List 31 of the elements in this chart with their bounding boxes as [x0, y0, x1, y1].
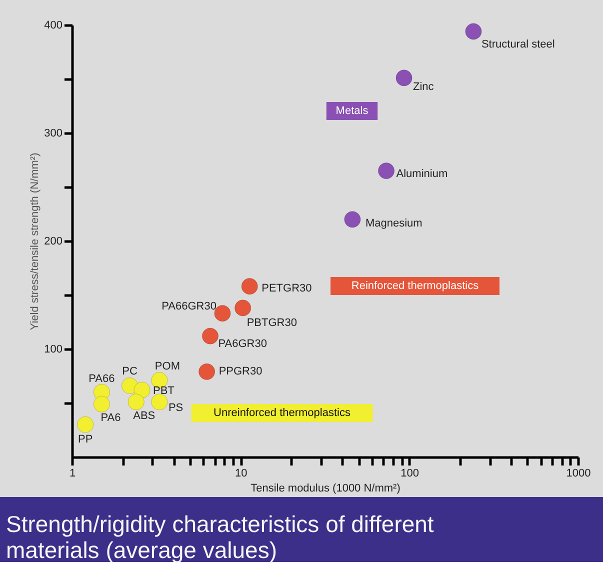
annotation: PP [78, 434, 93, 446]
annotation: Magnesium [365, 217, 422, 230]
annotation: Zinc [413, 80, 434, 93]
text: Metals [336, 105, 369, 117]
y-tick-label: 100 [44, 344, 62, 356]
annotation: PPGR30 [218, 366, 262, 378]
x-tick-label: 100 [400, 468, 420, 480]
text: Unreinforced thermoplastics [214, 407, 351, 419]
annotation: PA66 [88, 373, 115, 386]
annotation: PA6 [100, 412, 121, 424]
y-tick-label: 200 [44, 236, 62, 248]
x-tick-label: 1000 [566, 468, 591, 480]
annotation: PA6GR30 [218, 338, 267, 350]
annotation: PS [168, 402, 184, 414]
y-tick-label: 300 [44, 128, 62, 140]
annotation: PC [122, 366, 138, 378]
x-axis-title: Tensile modulus (1000 N/mm²) [250, 482, 400, 494]
annotation: PBTGR30 [246, 316, 297, 329]
text: Strength/rigidity characteristics of different materials (average values) [0, 497, 603, 563]
annotation: POM [154, 360, 180, 372]
annotation: PA66GR30 [162, 300, 216, 312]
annotation: PETGR30 [262, 282, 312, 294]
y-tick-label: 400 [44, 20, 62, 32]
annotation: PBT [152, 385, 175, 398]
x-tick-label: 1 [69, 468, 76, 480]
annotation: Structural steel [481, 38, 555, 50]
text: Reinforced thermoplastics [351, 280, 480, 292]
x-tick-label: 10 [235, 468, 248, 480]
annotation: Aluminium [396, 168, 448, 180]
annotation: ABS [133, 410, 156, 422]
y-axis-title: Yield stress/tensile strength (N/mm²) [29, 152, 42, 330]
